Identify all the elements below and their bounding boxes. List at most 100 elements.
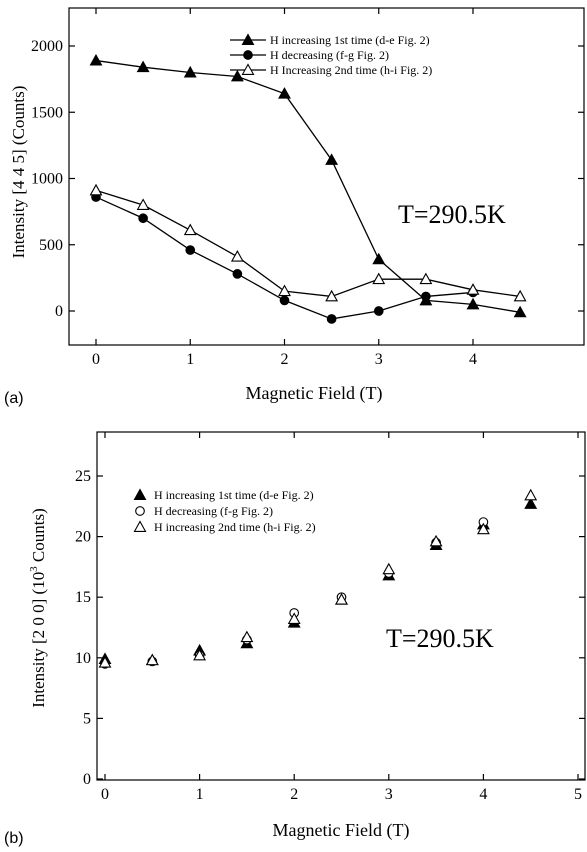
panel-b-chart: 0 1 2 3 4 5 0 5 10 15 20 25 H increasing 1st time (… xyxy=(4,431,586,847)
series-line xyxy=(95,189,521,298)
data-point xyxy=(325,153,339,165)
panel-a-plot-frame xyxy=(68,7,585,346)
x-tick-label: 5 xyxy=(574,786,582,803)
panel-b-y-axis-label-main: Intensity [2 0 0] (10 xyxy=(29,572,48,708)
data-point xyxy=(287,612,301,624)
x-tick-label: 0 xyxy=(92,351,100,368)
panel-a-y-axis-label: Intensity [4 4 5] (Counts) xyxy=(9,86,28,259)
x-tick-label: 1 xyxy=(186,351,194,368)
x-tick-label: 2 xyxy=(281,351,289,368)
panel-a-x-axis-label: Magnetic Field (T) xyxy=(246,383,383,404)
series-3 xyxy=(89,183,527,302)
y-tick-label: 15 xyxy=(75,589,91,606)
data-point xyxy=(89,53,103,66)
data-point xyxy=(372,272,386,285)
y-tick-label: 500 xyxy=(39,237,63,254)
legend-label: H decreasing (f-g Fig. 2) xyxy=(270,48,389,62)
legend-marker xyxy=(241,33,255,45)
data-point xyxy=(183,65,197,78)
y-tick-label: 10 xyxy=(75,650,91,667)
data-point xyxy=(466,283,480,295)
x-tick-label: 2 xyxy=(290,786,298,803)
y-tick-label: 20 xyxy=(75,529,91,546)
x-tick-label: 4 xyxy=(469,351,477,368)
data-point xyxy=(278,284,291,297)
panel-b-series xyxy=(98,488,538,669)
data-point xyxy=(466,297,480,310)
data-point xyxy=(138,213,148,224)
panel-a-legend: H increasing 1st time (d-e Fig. 2)H decr… xyxy=(230,33,432,77)
panel-b-temperature-annotation: T=290.5K xyxy=(386,624,494,653)
legend-marker xyxy=(135,506,145,516)
panel-a-chart: 0 1 2 3 4 0 500 1000 1500 2000 H increasing 1st t… xyxy=(4,7,585,407)
x-tick-label: 0 xyxy=(101,786,109,803)
data-point xyxy=(524,497,538,509)
data-point xyxy=(136,60,150,73)
data-point xyxy=(372,252,386,265)
panel-b-plot-frame xyxy=(96,431,586,781)
data-point xyxy=(382,562,396,575)
y-tick-label: 0 xyxy=(55,303,63,320)
x-tick-label: 3 xyxy=(385,786,393,803)
data-point xyxy=(183,223,197,236)
series-line xyxy=(95,59,521,313)
legend-label: H increasing 2nd time (h-i Fig. 2) xyxy=(154,520,316,534)
data-point xyxy=(325,289,339,302)
legend-label: H decreasing (f-g Fig. 2) xyxy=(154,504,273,518)
panel-a-axes: 0 1 2 3 4 0 500 1000 1500 2000 xyxy=(31,8,584,368)
legend-marker xyxy=(133,520,147,532)
panel-b-label: (b) xyxy=(4,830,24,847)
legend-entry-3: H increasing 2nd time (h-i Fig. 2) xyxy=(133,520,316,534)
y-tick-label: 5 xyxy=(83,710,91,727)
data-point xyxy=(279,295,290,306)
x-tick-label: 4 xyxy=(479,786,487,803)
panel-b-y-axis-label-sup: 3 xyxy=(28,566,40,572)
panel-a-temperature-annotation: T=290.5K xyxy=(398,200,506,229)
panel-b-y-axis-label-tail: Counts) xyxy=(29,508,48,566)
panel-b-y-axis-label: Intensity [2 0 0] (103 Counts) xyxy=(28,508,48,708)
data-point xyxy=(373,306,384,316)
panel-b-legend: H increasing 1st time (d-e Fig. 2) H decr… xyxy=(133,488,316,534)
legend-entry-3: H Increasing 2nd time (h-i Fig. 2) xyxy=(230,63,432,77)
panel-b-axes: 0 1 2 3 4 5 0 5 10 15 20 25 xyxy=(75,432,585,803)
legend-label: H increasing 1st time (d-e Fig. 2) xyxy=(270,33,430,47)
legend-label: H increasing 1st time (d-e Fig. 2) xyxy=(154,488,314,502)
y-tick-label: 25 xyxy=(75,468,91,485)
x-tick-label: 1 xyxy=(196,786,204,803)
legend-entry-1: H increasing 1st time (d-e Fig. 2) xyxy=(133,488,314,502)
data-point xyxy=(232,269,243,279)
legend-marker xyxy=(243,50,253,60)
data-point xyxy=(419,272,433,285)
panel-a-series xyxy=(89,53,527,324)
x-tick-label: 3 xyxy=(375,351,383,368)
data-point xyxy=(429,534,443,547)
legend-label: H Increasing 2nd time (h-i Fig. 2) xyxy=(270,63,432,77)
data-point xyxy=(193,648,207,661)
data-point xyxy=(230,250,244,262)
panel-a-label: (a) xyxy=(4,390,24,407)
data-point xyxy=(240,630,254,643)
legend-entry-2: H decreasing (f-g Fig. 2) xyxy=(230,48,389,62)
data-point xyxy=(89,183,103,196)
data-point xyxy=(421,291,431,302)
data-point xyxy=(524,488,538,501)
data-point xyxy=(476,522,490,535)
data-point xyxy=(278,87,291,99)
legend-marker xyxy=(241,63,255,75)
data-point xyxy=(230,69,244,82)
legend-marker xyxy=(133,488,147,500)
data-point xyxy=(185,245,196,255)
data-point xyxy=(513,289,527,302)
data-point xyxy=(513,305,527,318)
series-1 xyxy=(89,53,527,318)
y-tick-label: 2000 xyxy=(31,38,63,55)
legend-entry-2: H decreasing (f-g Fig. 2) xyxy=(135,504,273,518)
data-point xyxy=(145,653,159,666)
y-tick-label: 1000 xyxy=(31,171,63,188)
data-point xyxy=(136,198,150,210)
data-point xyxy=(98,656,112,668)
y-tick-label: 0 xyxy=(83,771,91,788)
y-tick-label: 1500 xyxy=(31,104,63,121)
data-point xyxy=(335,592,348,605)
